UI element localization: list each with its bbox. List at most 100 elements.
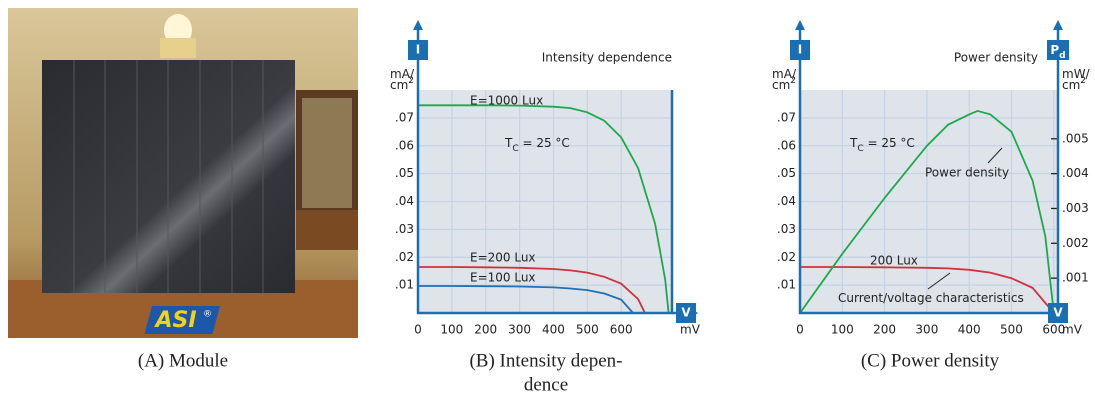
text-part: cm bbox=[772, 78, 790, 92]
x-tick-label: 100 bbox=[831, 323, 854, 337]
logo: ASI bbox=[153, 308, 196, 333]
y-tick-label: .02 bbox=[777, 250, 796, 264]
text-part: mA/ bbox=[772, 67, 797, 81]
x-tick-label: 200 bbox=[873, 323, 896, 337]
y2-axis-label: Pd bbox=[1050, 43, 1065, 61]
series-label: E=100 Lux bbox=[470, 271, 536, 285]
text-part: T bbox=[849, 136, 858, 150]
text-part: mA/ bbox=[390, 67, 415, 81]
x-axis-label: V bbox=[1053, 306, 1063, 320]
series-line bbox=[418, 266, 646, 314]
y2-unit: mW/ bbox=[1062, 67, 1091, 81]
leader-line bbox=[987, 147, 1003, 164]
y2-tick-label: .003 bbox=[1062, 201, 1089, 215]
annotation: Current/voltage characteristics bbox=[838, 291, 1024, 305]
x-tick-label: 300 bbox=[508, 323, 531, 337]
annotation: TC = 25 °C bbox=[504, 136, 570, 154]
x-tick-label: 500 bbox=[1000, 323, 1023, 337]
text-part: 2 bbox=[790, 76, 796, 86]
text-part: C bbox=[512, 144, 518, 154]
x-unit: mV bbox=[1062, 323, 1083, 337]
y-tick-label: .02 bbox=[395, 250, 414, 264]
axis-badge bbox=[1048, 303, 1068, 323]
y-tick-label: .03 bbox=[395, 222, 414, 236]
axis-badge bbox=[1047, 40, 1069, 60]
y-tick-label: .04 bbox=[395, 194, 414, 208]
y-axis-label: I bbox=[416, 43, 420, 57]
series-line bbox=[800, 266, 1055, 314]
x-tick-label: 100 bbox=[440, 323, 463, 337]
y-unit: mA/ bbox=[772, 67, 797, 81]
x-tick-label: 600 bbox=[1042, 323, 1065, 337]
text-part: cm bbox=[390, 78, 408, 92]
chart-title: Power density bbox=[954, 51, 1038, 65]
x-tick-label: 600 bbox=[610, 323, 633, 337]
y-tick-label: .07 bbox=[777, 110, 796, 124]
y-tick-label: .06 bbox=[777, 138, 796, 152]
y-tick-label: .01 bbox=[777, 278, 796, 292]
x-tick-label: 300 bbox=[915, 323, 938, 337]
y2-tick-label: .001 bbox=[1062, 271, 1089, 285]
x-tick-label: 500 bbox=[576, 323, 599, 337]
text-part: cm bbox=[1062, 78, 1080, 92]
text-part: C bbox=[857, 144, 863, 154]
series-line bbox=[418, 104, 670, 314]
chart-title: Intensity dependence bbox=[542, 51, 672, 65]
series-label: 200 Lux bbox=[870, 254, 918, 268]
y-tick-label: .06 bbox=[395, 138, 414, 152]
y-unit: mA/ bbox=[390, 67, 415, 81]
text-part: 2 bbox=[1080, 76, 1086, 86]
text-part: = 25 °C bbox=[519, 136, 570, 150]
text-part: d bbox=[1059, 51, 1065, 61]
text-part: 2 bbox=[408, 76, 414, 86]
y-tick-label: .05 bbox=[777, 166, 796, 180]
series-label: E=200 Lux bbox=[470, 251, 536, 265]
series-label: E=1000 Lux bbox=[470, 94, 543, 108]
series-line bbox=[799, 109, 1055, 314]
x-tick-label: 200 bbox=[474, 323, 497, 337]
text-part: Current/voltage characteristics bbox=[838, 291, 1024, 305]
x-tick-label: 400 bbox=[958, 323, 981, 337]
text-part: T bbox=[504, 136, 513, 150]
caption: (A) Module bbox=[138, 350, 228, 371]
series-label: Power density bbox=[925, 166, 1009, 180]
series-line bbox=[418, 285, 634, 314]
axes bbox=[416, 90, 674, 315]
y2-tick-label: .004 bbox=[1062, 166, 1089, 180]
axis-badge bbox=[408, 40, 428, 60]
y-unit: cm2 bbox=[772, 76, 796, 92]
y2-tick-label: .005 bbox=[1062, 131, 1089, 145]
axis-badge bbox=[790, 40, 810, 60]
arrow-head bbox=[795, 20, 805, 30]
x-tick-label: 0 bbox=[414, 323, 422, 337]
caption: dence bbox=[524, 374, 568, 395]
y2-tick-label: .002 bbox=[1062, 236, 1089, 250]
x-tick-label: 0 bbox=[796, 323, 804, 337]
y-tick-label: .03 bbox=[777, 222, 796, 236]
y-tick-label: .07 bbox=[395, 110, 414, 124]
text-part: mW/ bbox=[1062, 67, 1091, 81]
y2-unit: cm2 bbox=[1062, 76, 1086, 92]
annotation: TC = 25 °C bbox=[849, 136, 915, 154]
x-axis-label: V bbox=[681, 306, 691, 320]
x-tick-label: 400 bbox=[542, 323, 565, 337]
leader-line bbox=[927, 272, 951, 290]
arrow-head bbox=[1053, 20, 1063, 30]
y-unit: cm2 bbox=[390, 76, 414, 92]
y-tick-label: .01 bbox=[395, 278, 414, 292]
axis-badge bbox=[676, 303, 696, 323]
logo-mark: ® bbox=[203, 310, 212, 320]
arrow-head bbox=[690, 308, 698, 318]
y-axis-label: I bbox=[798, 43, 802, 57]
axes bbox=[798, 90, 1060, 315]
caption: (C) Power density bbox=[861, 350, 1000, 371]
text-part: = 25 °C bbox=[864, 136, 915, 150]
y-tick-label: .05 bbox=[395, 166, 414, 180]
caption: (B) Intensity depen- bbox=[469, 350, 622, 371]
arrow-head bbox=[413, 20, 423, 30]
x-unit: mV bbox=[680, 323, 701, 337]
module-photo: ASI ® bbox=[8, 8, 358, 338]
y-tick-label: .04 bbox=[777, 194, 796, 208]
text-part: P bbox=[1050, 43, 1059, 57]
